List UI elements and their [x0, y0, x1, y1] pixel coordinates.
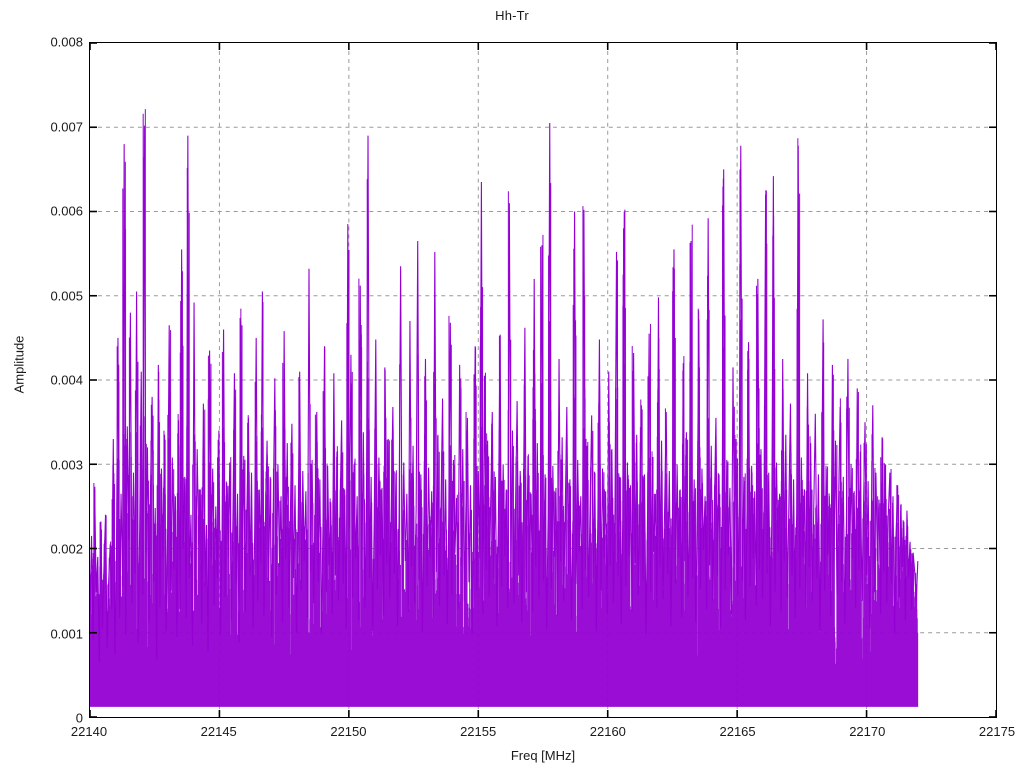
x-tick-label: 22165 — [719, 724, 756, 739]
y-tick-label: 0.001 — [50, 626, 83, 641]
x-axis-tick-labels: 22140 22145 22150 22155 22160 22165 22170 22175 — [71, 724, 1015, 746]
plot-area — [89, 42, 997, 718]
spectrum-series — [90, 109, 919, 707]
y-tick-label: 0.003 — [50, 457, 83, 472]
x-tick-label: 22160 — [589, 724, 626, 739]
x-tick-label: 22140 — [70, 724, 108, 739]
y-tick-label: 0.002 — [50, 541, 83, 557]
axis-tick-marks — [90, 43, 996, 717]
y-tick-label: 0 — [75, 710, 83, 726]
y-tick-label: 0.006 — [50, 203, 83, 219]
x-tick-label: 22175 — [978, 724, 1016, 739]
y-tick-label: 0.007 — [50, 119, 83, 134]
x-tick-label: 22155 — [460, 724, 497, 739]
y-tick-label: 0.005 — [50, 288, 83, 303]
x-axis-label: Freq [MHz] — [510, 748, 576, 763]
y-axis-tick-labels: 0 0.001 0.002 0.003 0.004 0.005 0.006 0.007 0.00… — [0, 35, 83, 726]
y-tick-label: 0.008 — [50, 34, 83, 50]
x-tick-label: 22150 — [330, 724, 367, 739]
x-tick-label: 22145 — [200, 724, 237, 739]
y-tick-label: 0.004 — [50, 372, 83, 388]
chart-title: Hh-Tr — [495, 8, 529, 23]
x-tick-label: 22170 — [849, 724, 886, 739]
